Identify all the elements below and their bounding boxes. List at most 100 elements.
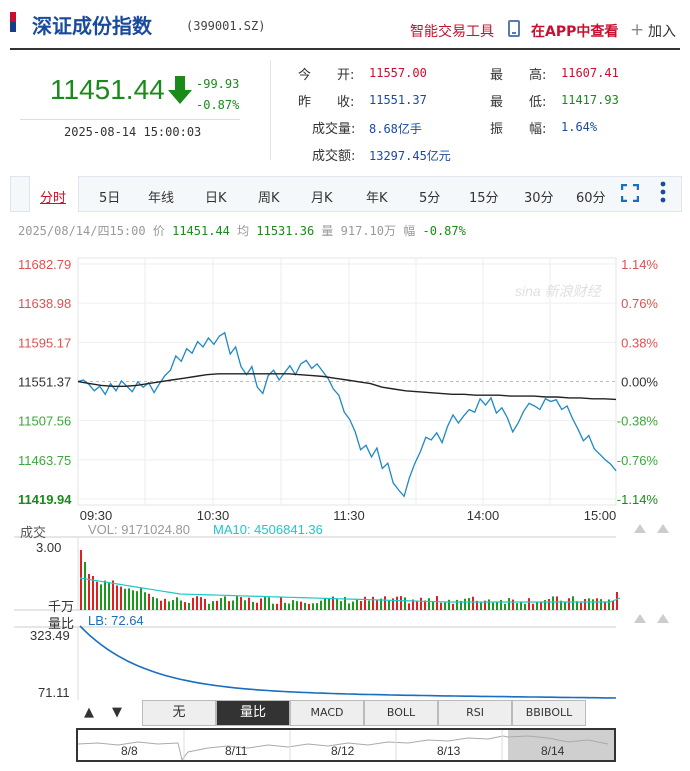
volume-bar bbox=[572, 596, 574, 610]
volume-bar bbox=[188, 602, 190, 610]
scroll-up-icon[interactable]: ▲ bbox=[84, 705, 94, 720]
timeline-date-0[interactable]: 8/8 bbox=[121, 744, 138, 758]
volume-bar bbox=[252, 601, 254, 610]
timeline-date-2[interactable]: 8/12 bbox=[331, 744, 355, 758]
volume-bar bbox=[196, 596, 198, 610]
volume-bar bbox=[232, 600, 234, 610]
volume-bar bbox=[396, 596, 398, 610]
timeline-date-3[interactable]: 8/13 bbox=[437, 744, 461, 758]
open-label: 今 开: bbox=[298, 68, 355, 83]
indicator-button-0[interactable]: 无 bbox=[142, 700, 216, 726]
volume-bar bbox=[148, 593, 150, 610]
volume-bar bbox=[444, 602, 446, 610]
volume-bar bbox=[348, 603, 350, 610]
change-percent: -0.87% bbox=[196, 98, 240, 112]
more-options-icon[interactable] bbox=[660, 181, 666, 203]
volume-bar bbox=[212, 601, 214, 610]
ratio-down-icon[interactable] bbox=[657, 614, 669, 623]
quote-timestamp: 2025-08-14 15:00:03 bbox=[64, 125, 202, 139]
volume-unit: 千万 bbox=[48, 599, 75, 614]
volume-bar bbox=[380, 598, 382, 610]
info-vol-label: 量 bbox=[321, 224, 334, 238]
x-tick-1: 10:30 bbox=[197, 508, 230, 523]
volume-bar bbox=[208, 603, 210, 610]
timeline-date-1[interactable]: 8/11 bbox=[225, 744, 248, 758]
volume-bar bbox=[384, 596, 386, 610]
volume-label: 成交量: bbox=[312, 122, 356, 137]
volume-axis-top: 3.00 bbox=[36, 540, 62, 555]
volume-bar bbox=[364, 596, 366, 610]
indicator-button-5[interactable]: BBIBOLL bbox=[512, 700, 586, 726]
volume-bar bbox=[264, 597, 266, 610]
timeline-date-4[interactable]: 8/14 bbox=[541, 744, 565, 758]
smart-trading-tools-link[interactable]: 智能交易工具 bbox=[410, 24, 494, 40]
indicator-button-1[interactable]: 量比 bbox=[216, 700, 290, 726]
indicator-button-2[interactable]: MACD bbox=[290, 700, 364, 726]
volume-bar bbox=[492, 602, 494, 610]
volume-bar bbox=[120, 586, 122, 610]
volume-bar bbox=[88, 574, 90, 610]
y-tick-left-6: 11419.94 bbox=[18, 492, 72, 507]
indicator-button-4[interactable]: RSI bbox=[438, 700, 512, 726]
tab-2[interactable]: 年线 bbox=[148, 191, 175, 206]
panel-up-icon[interactable] bbox=[634, 524, 646, 533]
volume-bar bbox=[316, 603, 318, 610]
scroll-down-icon[interactable]: ▼ bbox=[112, 705, 122, 720]
volume-bar bbox=[496, 601, 498, 610]
volume-bar bbox=[584, 599, 586, 610]
indicator-button-3[interactable]: BOLL bbox=[364, 700, 438, 726]
volume-ma-line bbox=[79, 577, 621, 603]
volume-bar bbox=[108, 583, 110, 610]
volume-bar bbox=[460, 600, 462, 610]
down-arrow-icon bbox=[168, 76, 192, 104]
tab-3[interactable]: 日K bbox=[205, 191, 227, 206]
volume-bar bbox=[368, 600, 370, 610]
tab-0[interactable]: 分时 bbox=[40, 191, 67, 206]
y-tick-left-3: 11551.37 bbox=[18, 375, 71, 390]
volume-bar bbox=[556, 596, 558, 610]
plus-icon[interactable]: + bbox=[630, 20, 645, 40]
add-to-watchlist-link[interactable]: 加入 bbox=[648, 24, 676, 40]
volume-bar bbox=[156, 598, 158, 610]
info-price-label: 价 bbox=[152, 224, 165, 238]
volume-bar bbox=[136, 591, 138, 610]
tab-8[interactable]: 15分 bbox=[469, 191, 499, 206]
volume-bar bbox=[100, 584, 102, 610]
tab-5[interactable]: 月K bbox=[311, 191, 333, 206]
tab-10[interactable]: 60分 bbox=[576, 191, 606, 206]
volume-bar bbox=[248, 597, 250, 610]
low-label: 最 低: bbox=[490, 95, 547, 110]
volume-bar bbox=[428, 598, 430, 610]
volume-bar bbox=[284, 602, 286, 610]
volume-bar bbox=[440, 602, 442, 610]
volume-bar bbox=[604, 601, 606, 610]
tab-6[interactable]: 年K bbox=[366, 191, 388, 206]
volume-bar bbox=[204, 598, 206, 610]
tab-7[interactable]: 5分 bbox=[419, 191, 441, 206]
volume-bar bbox=[124, 588, 126, 610]
volume-bar bbox=[104, 580, 106, 610]
tab-1[interactable]: 5日 bbox=[99, 191, 121, 206]
timeline-selection[interactable] bbox=[508, 730, 614, 760]
y-tick-right-1: 0.76% bbox=[621, 296, 658, 311]
tab-4[interactable]: 周K bbox=[258, 191, 280, 206]
volume-bar bbox=[328, 598, 330, 610]
volume-bar bbox=[280, 597, 282, 610]
y-tick-left-2: 11595.17 bbox=[18, 335, 71, 350]
view-in-app-link[interactable]: 在APP中查看 bbox=[531, 24, 619, 40]
intraday-chart[interactable]: sina 新浪财经 11682.79 11638.98 11595.17 11551.… bbox=[0, 250, 690, 700]
panel-down-icon[interactable] bbox=[657, 524, 669, 533]
volume-bar bbox=[616, 592, 618, 610]
info-price: 11451.44 bbox=[172, 224, 230, 238]
ratio-up-icon[interactable] bbox=[634, 614, 646, 623]
volume-bar bbox=[416, 600, 418, 610]
volume-bar bbox=[512, 599, 514, 610]
price-line bbox=[77, 331, 617, 498]
mobile-phone-icon[interactable] bbox=[508, 20, 520, 37]
ratio-axis-top: 323.49 bbox=[30, 628, 70, 643]
volume-bar bbox=[400, 596, 402, 610]
volume-bar bbox=[288, 603, 290, 610]
fullscreen-icon[interactable] bbox=[621, 184, 639, 202]
volume-bar bbox=[152, 596, 154, 610]
tab-9[interactable]: 30分 bbox=[524, 191, 554, 206]
